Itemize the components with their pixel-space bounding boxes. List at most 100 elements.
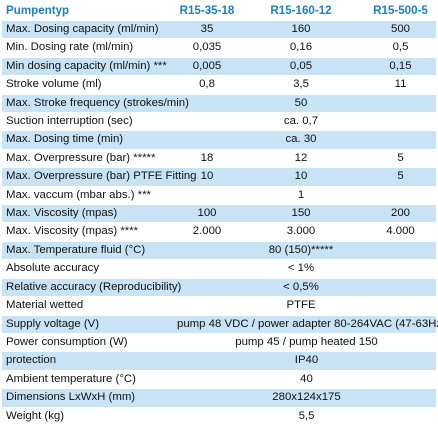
row-value-col-3 (365, 94, 436, 114)
row-value-col-1 (177, 296, 237, 316)
table-row: Absolute accuracy < 1% (2, 259, 436, 279)
row-value-col-2: PTFE (237, 296, 365, 316)
header-model-r15-160-12: R15-160-12 (237, 2, 365, 21)
table-row: Max. Overpressure (bar) PTFE Fitting 10 10… (2, 167, 436, 187)
table-row: Suction interruption (sec) ca. 0,7 (2, 112, 436, 132)
row-label: Relative accuracy (Reproducibility) (2, 278, 181, 298)
table-row: Max. Viscosity (mpas) **** 2.000 3.000 4.00… (2, 222, 436, 242)
row-value-col-3: 500 (365, 20, 436, 40)
row-value-col-1 (177, 186, 237, 206)
row-value-all-models: pump 48 VDC / power adapter 80-264VAC (4… (177, 315, 438, 334)
row-value-col-1: 10 (177, 167, 237, 187)
row-value-col-3 (365, 241, 436, 261)
row-value-col-1: 2.000 (177, 222, 237, 242)
row-value-col-3 (365, 130, 436, 150)
row-label: Ambient temperature (°C) (2, 370, 177, 390)
row-value-col-1 (177, 259, 237, 279)
row-label: Max. Dosing capacity (ml/min) (2, 20, 177, 40)
row-label: Max. vaccum (mbar abs.) *** (2, 186, 177, 206)
row-value-col-1 (177, 278, 237, 298)
table-row: Min dosing capacity (ml/min) *** 0,005 0,0… (2, 57, 436, 77)
row-value-all-models: IP40 (177, 351, 436, 371)
table-row: Max. Overpressure (bar) ***** 18 12 5 (2, 149, 436, 169)
row-value-col-1: 0,8 (177, 75, 237, 95)
row-value-col-2: < 0,5% (237, 278, 365, 298)
row-value-col-1 (177, 94, 237, 114)
row-label: Absolute accuracy (2, 259, 177, 279)
row-value-col-2: 150 (237, 204, 365, 224)
row-label: Power consumption (W) (2, 333, 177, 353)
table-row: protection IP40 (2, 351, 436, 371)
table-row: Max. Viscosity (mpas) 100 150 200 (2, 204, 436, 224)
row-value-all-models: 5,5 (177, 407, 436, 426)
row-value-col-1: 35 (177, 20, 237, 40)
header-model-r15-35-18: R15-35-18 (177, 2, 237, 21)
row-value-col-3: 5 (365, 167, 436, 187)
row-label: Material wetted (2, 296, 177, 316)
row-value-col-2: 10 (237, 167, 365, 187)
row-label: Max. Viscosity (mpas) **** (2, 222, 177, 242)
row-label: Suction interruption (sec) (2, 112, 177, 132)
row-label: Supply voltage (V) (2, 315, 177, 334)
row-value-col-2: 3,5 (237, 75, 365, 95)
row-value-col-3 (365, 186, 436, 206)
row-value-col-1: 0,005 (177, 57, 237, 77)
table-row: Supply voltage (V) pump 48 VDC / power ad… (2, 315, 438, 334)
row-value-all-models: pump 45 / pump heated 150 (177, 333, 436, 353)
row-value-col-2: 80 (150)***** (237, 241, 365, 261)
row-label: Weight (kg) (2, 407, 177, 426)
table-row: Min. Dosing rate (ml/min) 0,035 0,16 0,5 (2, 38, 436, 58)
row-value-col-2: 50 (237, 94, 365, 114)
table-row: Max. Stroke frequency (strokes/min) 50 (2, 94, 436, 114)
row-value-col-3: 0,5 (365, 38, 436, 58)
row-label: Max. Viscosity (mpas) (2, 204, 177, 224)
table-row: Material wetted PTFE (2, 296, 436, 316)
table-row: Max. vaccum (mbar abs.) *** 1 (2, 186, 436, 206)
row-value-col-1: 0,035 (177, 38, 237, 58)
row-label: Dimensions LxWxH (mm) (2, 388, 177, 408)
table-row: Dimensions LxWxH (mm) 280x124x175 (2, 388, 436, 408)
row-value-col-2: 1 (237, 186, 365, 206)
row-value-col-3 (365, 296, 436, 316)
row-value-col-2: 0,05 (237, 57, 365, 77)
table-row: Relative accuracy (Reproducibility) < 0,5… (2, 278, 436, 298)
row-value-col-1 (177, 112, 237, 132)
header-pumpentyp: Pumpentyp (2, 2, 177, 21)
row-value-col-1 (177, 130, 237, 150)
row-value-col-2: 0,16 (237, 38, 365, 58)
row-label: Max. Overpressure (bar) PTFE Fitting (2, 167, 197, 187)
row-label: Stroke volume (ml) (2, 75, 177, 95)
row-value-col-2: ca. 30 (237, 130, 365, 150)
row-label: Max. Dosing time (min) (2, 130, 177, 150)
row-value-col-2: 3.000 (237, 222, 365, 242)
row-label: Max. Stroke frequency (strokes/min) (2, 94, 189, 114)
row-value-col-2: ca. 0,7 (237, 112, 365, 132)
row-label: protection (2, 351, 177, 371)
row-value-col-1: 100 (177, 204, 237, 224)
table-row: Max. Temperature fluid (°C) 80 (150)***** (2, 241, 436, 261)
row-value-col-3: 200 (365, 204, 436, 224)
table-row: Weight (kg) 5,5 (2, 407, 436, 426)
row-value-col-3: 5 (365, 149, 436, 169)
table-row: Max. Dosing capacity (ml/min) 35 160 500 (2, 20, 436, 40)
table-row: Stroke volume (ml) 0,8 3,5 11 (2, 75, 436, 95)
row-value-col-2: < 1% (237, 259, 365, 279)
table-row: Ambient temperature (°C) 40 (2, 370, 436, 390)
row-value-col-2: 160 (237, 20, 365, 40)
row-label: Max. Overpressure (bar) ***** (2, 149, 177, 169)
row-label: Min. Dosing rate (ml/min) (2, 38, 177, 58)
row-value-col-3 (365, 112, 436, 132)
row-value-col-3 (365, 278, 436, 298)
row-value-col-1: 18 (177, 149, 237, 169)
header-row: Pumpentyp R15-35-18 R15-160-12 R15-500-5 (2, 2, 436, 21)
table-row: Power consumption (W) pump 45 / pump heat… (2, 333, 436, 353)
row-value-all-models: 280x124x175 (177, 388, 436, 408)
header-model-r15-500-5: R15-500-5 (365, 2, 436, 21)
row-value-col-3: 0,15 (365, 57, 436, 77)
spec-table-body: Max. Dosing capacity (ml/min) 35 160 500 Min… (2, 20, 438, 426)
row-value-col-2: 12 (237, 149, 365, 169)
row-value-col-1 (177, 241, 237, 261)
row-label: Min dosing capacity (ml/min) *** (2, 57, 177, 77)
